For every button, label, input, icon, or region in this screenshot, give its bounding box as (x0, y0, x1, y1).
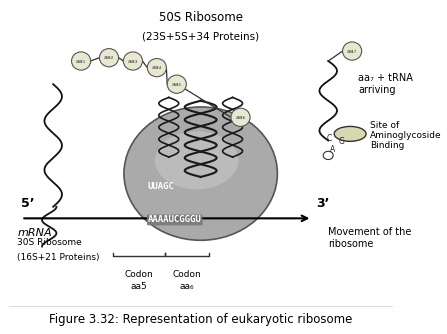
Text: Figure 3.32: Representation of eukaryotic ribosome: Figure 3.32: Representation of eukaryoti… (49, 313, 352, 326)
Text: Codon: Codon (173, 270, 201, 279)
Text: Aminoglycoside: Aminoglycoside (370, 131, 442, 140)
Ellipse shape (231, 108, 250, 127)
Text: aa₆: aa₆ (236, 115, 246, 120)
Ellipse shape (334, 127, 366, 141)
Text: (23S+5S+34 Proteins): (23S+5S+34 Proteins) (142, 31, 259, 41)
Text: Movement of the: Movement of the (328, 226, 412, 236)
Text: Codon: Codon (125, 270, 153, 279)
Text: arriving: arriving (358, 85, 396, 95)
Ellipse shape (342, 42, 362, 60)
Text: 5’: 5’ (21, 197, 35, 210)
Ellipse shape (72, 52, 91, 70)
Text: aa₄: aa₄ (152, 65, 162, 70)
Text: A: A (330, 145, 335, 154)
Ellipse shape (155, 131, 239, 189)
Text: C: C (326, 134, 332, 143)
Text: G: G (338, 137, 344, 146)
Text: aa₂: aa₂ (104, 55, 114, 60)
Text: aa₆: aa₆ (179, 282, 194, 291)
Text: aa₇: aa₇ (347, 48, 357, 53)
Ellipse shape (124, 107, 278, 240)
Ellipse shape (99, 48, 118, 67)
Ellipse shape (147, 58, 166, 77)
Text: 50S Ribosome: 50S Ribosome (159, 11, 243, 24)
Text: aa₇ + tRNA: aa₇ + tRNA (358, 72, 413, 82)
Ellipse shape (167, 75, 186, 93)
Text: Binding: Binding (370, 141, 405, 150)
Text: aa5: aa5 (131, 282, 147, 291)
Text: mRNA: mRNA (17, 228, 52, 238)
Text: AAAAUCGGGU: AAAAUCGGGU (148, 215, 202, 224)
Text: 3’: 3’ (316, 197, 329, 210)
Text: (16S+21 Proteins): (16S+21 Proteins) (17, 253, 100, 262)
Text: ribosome: ribosome (328, 239, 374, 249)
Ellipse shape (123, 52, 143, 70)
Text: aa₁: aa₁ (76, 58, 86, 63)
Text: aa₅: aa₅ (172, 82, 182, 87)
Text: aa₃: aa₃ (128, 58, 138, 63)
Text: Site of: Site of (370, 121, 399, 130)
Text: 30S Ribosome: 30S Ribosome (17, 238, 82, 247)
Text: UUAGC: UUAGC (148, 182, 174, 191)
